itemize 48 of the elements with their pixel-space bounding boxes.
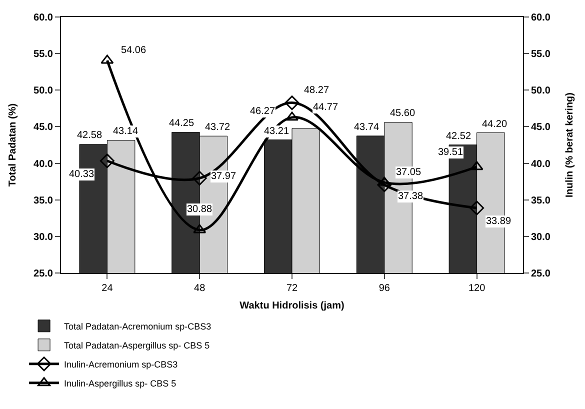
data-label: 43.21 (264, 126, 290, 137)
x-tick-label: 96 (378, 283, 390, 294)
data-label: 42.58 (77, 130, 102, 141)
legend-label: Inulin-Acremonium sp-CBS3 (64, 359, 178, 370)
y2-axis-title: Inulin (% berat kering) (564, 92, 576, 198)
legend-label: Total Padatan-Acremonium sp-CBS3 (64, 321, 212, 332)
y-tick-label: 40.0 (34, 158, 54, 170)
y-tick-label: 45.0 (34, 122, 54, 134)
y2-tick-label: 60.0 (531, 12, 551, 24)
y-tick-label: 30.0 (34, 232, 54, 243)
y-tick-label: 55.0 (34, 49, 54, 60)
data-label: 43.72 (205, 122, 230, 133)
data-label: 44.25 (169, 118, 194, 129)
data-label: 39.51 (438, 147, 464, 158)
x-tick-label: 72 (286, 283, 298, 294)
y-tick-label: 60.0 (34, 12, 54, 24)
y-tick-label: 50.0 (34, 86, 54, 97)
legend-label: Inulin-Aspergillus sp- CBS 5 (64, 378, 176, 388)
data-label: 43.14 (113, 126, 138, 137)
data-label: 37.05 (396, 167, 422, 178)
y2-tick-label: 25.0 (531, 268, 551, 280)
data-label: 54.06 (121, 45, 146, 56)
y-tick-label: 25.0 (34, 268, 54, 280)
data-label: 45.60 (390, 108, 416, 119)
y2-tick-label: 35.0 (531, 195, 551, 206)
x-tick-label: 120 (468, 283, 486, 294)
y-axis-title: Total Padatan (%) (8, 103, 19, 187)
data-label: 44.77 (313, 102, 338, 113)
data-label: 33.89 (486, 216, 512, 227)
y-tick-label: 35.0 (34, 195, 54, 206)
y2-tick-label: 45.0 (531, 122, 551, 134)
data-label: 42.52 (446, 131, 472, 142)
y2-tick-label: 50.0 (531, 86, 551, 97)
x-tick-label: 48 (194, 283, 206, 294)
legend-label: Total Padatan-Aspergillus sp- CBS 5 (64, 340, 210, 350)
data-label: 48.27 (304, 85, 330, 96)
y2-tick-label: 55.0 (531, 49, 551, 60)
data-label: 43.74 (354, 122, 380, 133)
x-tick-label: 24 (102, 283, 114, 294)
y2-tick-label: 40.0 (531, 158, 551, 170)
data-label: 44.20 (482, 119, 508, 130)
data-label: 37.38 (398, 191, 424, 202)
data-label: 37.97 (211, 171, 236, 182)
data-label: 46.27 (250, 106, 276, 117)
data-label: 30.88 (187, 204, 212, 215)
data-label: 40.33 (69, 169, 94, 180)
x-axis-title: Waktu Hidrolisis (jam) (240, 300, 344, 312)
y2-tick-label: 30.0 (531, 232, 551, 243)
